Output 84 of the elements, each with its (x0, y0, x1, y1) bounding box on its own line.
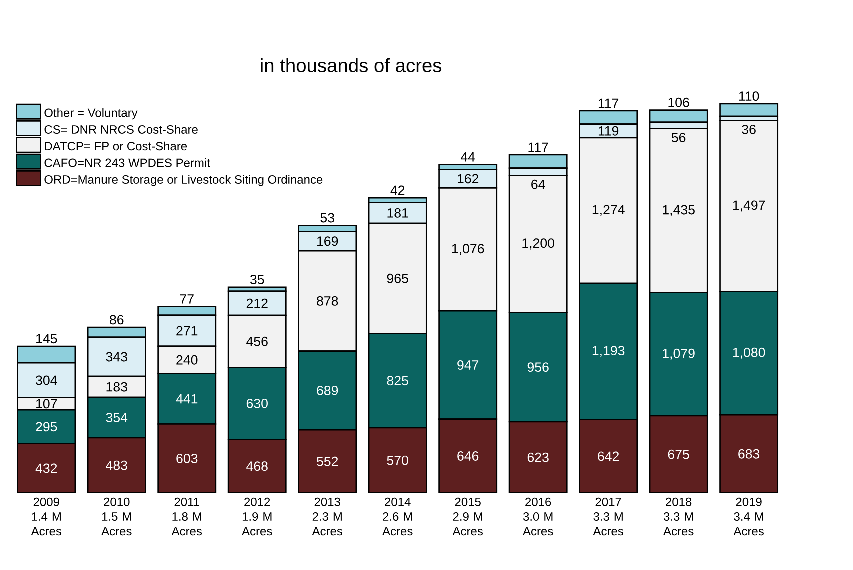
bar (439, 419, 497, 493)
data-label: 162 (458, 174, 479, 184)
data-label: 956 (528, 362, 549, 372)
data-label: 304 (36, 376, 58, 385)
bar (650, 416, 708, 493)
data-label: 623 (528, 452, 549, 462)
data-label: 106 (668, 98, 690, 108)
bar (510, 422, 568, 493)
data-label: 169 (318, 236, 338, 246)
legend-label: CS= DNR NRCS Cost-Share (44, 124, 198, 134)
bar (158, 424, 216, 493)
data-label: 86 (110, 315, 124, 324)
data-label: 689 (317, 386, 338, 396)
data-label: 947 (458, 360, 479, 370)
data-label: 42 (390, 186, 405, 195)
data-label: 825 (387, 376, 408, 386)
bar (228, 439, 286, 493)
bar (88, 438, 146, 493)
x-tick-label: 2015 2.9 M Acres (452, 498, 483, 536)
x-tick-label: 2011 1.8 M Acres (172, 498, 202, 536)
bar (720, 414, 779, 493)
x-tick-label: 2013 2.3 M Acres (312, 498, 342, 536)
data-label: 1,435 (663, 205, 695, 216)
data-label: 1,080 (733, 348, 766, 359)
data-label: 56 (672, 132, 686, 142)
legend-label: DATCP= FP or Cost-Share (45, 142, 188, 150)
data-label: 181 (388, 208, 408, 218)
data-label: 603 (176, 454, 198, 464)
data-label: 642 (598, 452, 620, 461)
x-tick-label: 2012 1.9 M Acres (242, 498, 272, 536)
data-label: 683 (738, 449, 760, 459)
data-label: 35 (250, 274, 264, 284)
x-tick-label: 2010 1.5 M Acres (102, 498, 132, 536)
data-label: 44 (460, 152, 476, 162)
data-label: 119 (598, 126, 619, 136)
chart-title: in thousands of acres (261, 58, 442, 72)
data-label: 441 (176, 394, 198, 404)
data-label: 1,193 (592, 346, 625, 357)
data-label: 1,497 (733, 200, 766, 212)
data-label: 570 (387, 456, 408, 466)
x-tick-label: 2014 2.6 M Acres (382, 498, 413, 536)
x-tick-label: 2018 3.3 M Acres (664, 498, 694, 536)
data-label: 145 (36, 334, 58, 344)
data-label: 1,274 (592, 204, 625, 216)
data-label: 1,076 (452, 244, 484, 255)
legend-label: ORD=Manure Storage or Livestock Siting Ordinance (44, 174, 323, 186)
data-label: 107 (36, 399, 58, 408)
data-label: 354 (106, 412, 128, 422)
data-label: 468 (246, 461, 268, 471)
data-label: 343 (106, 352, 128, 362)
data-label: 212 (246, 298, 268, 308)
data-label: 675 (668, 450, 690, 460)
data-label: 117 (598, 98, 619, 108)
data-label: 36 (742, 124, 756, 134)
data-label: 1,079 (663, 348, 695, 360)
x-tick-label: 2009 1.4 M Acres (31, 498, 62, 536)
data-label: 965 (387, 274, 408, 284)
data-label: 646 (458, 451, 479, 461)
data-label: 183 (106, 382, 128, 392)
data-label: 240 (176, 355, 198, 365)
data-label: 552 (317, 456, 338, 466)
data-label: 1,200 (522, 238, 554, 250)
bar (369, 428, 427, 493)
bar (18, 444, 76, 493)
data-label: 110 (739, 91, 760, 101)
data-label: 630 (246, 398, 268, 408)
data-label: 483 (106, 460, 128, 470)
legend-label: Other = Voluntary (44, 108, 138, 120)
x-tick-label: 2019 3.4 M Acres (734, 498, 764, 536)
data-label: 117 (528, 142, 548, 152)
data-label: 295 (36, 422, 58, 432)
data-label: 878 (317, 296, 338, 306)
data-label: 456 (246, 336, 268, 346)
data-label: 432 (36, 464, 58, 473)
bar (580, 420, 638, 493)
legend-label: CAFO=NR 243 WPDES Permit (44, 158, 210, 168)
bar (298, 430, 356, 493)
data-label: 64 (532, 180, 546, 190)
data-label: 271 (176, 326, 198, 336)
x-tick-label: 2017 3.3 M Acres (593, 498, 624, 536)
x-tick-label: 2016 3.0 M Acres (523, 498, 554, 536)
data-label: 53 (320, 213, 334, 223)
data-label: 77 (180, 294, 194, 304)
bar (720, 103, 779, 118)
